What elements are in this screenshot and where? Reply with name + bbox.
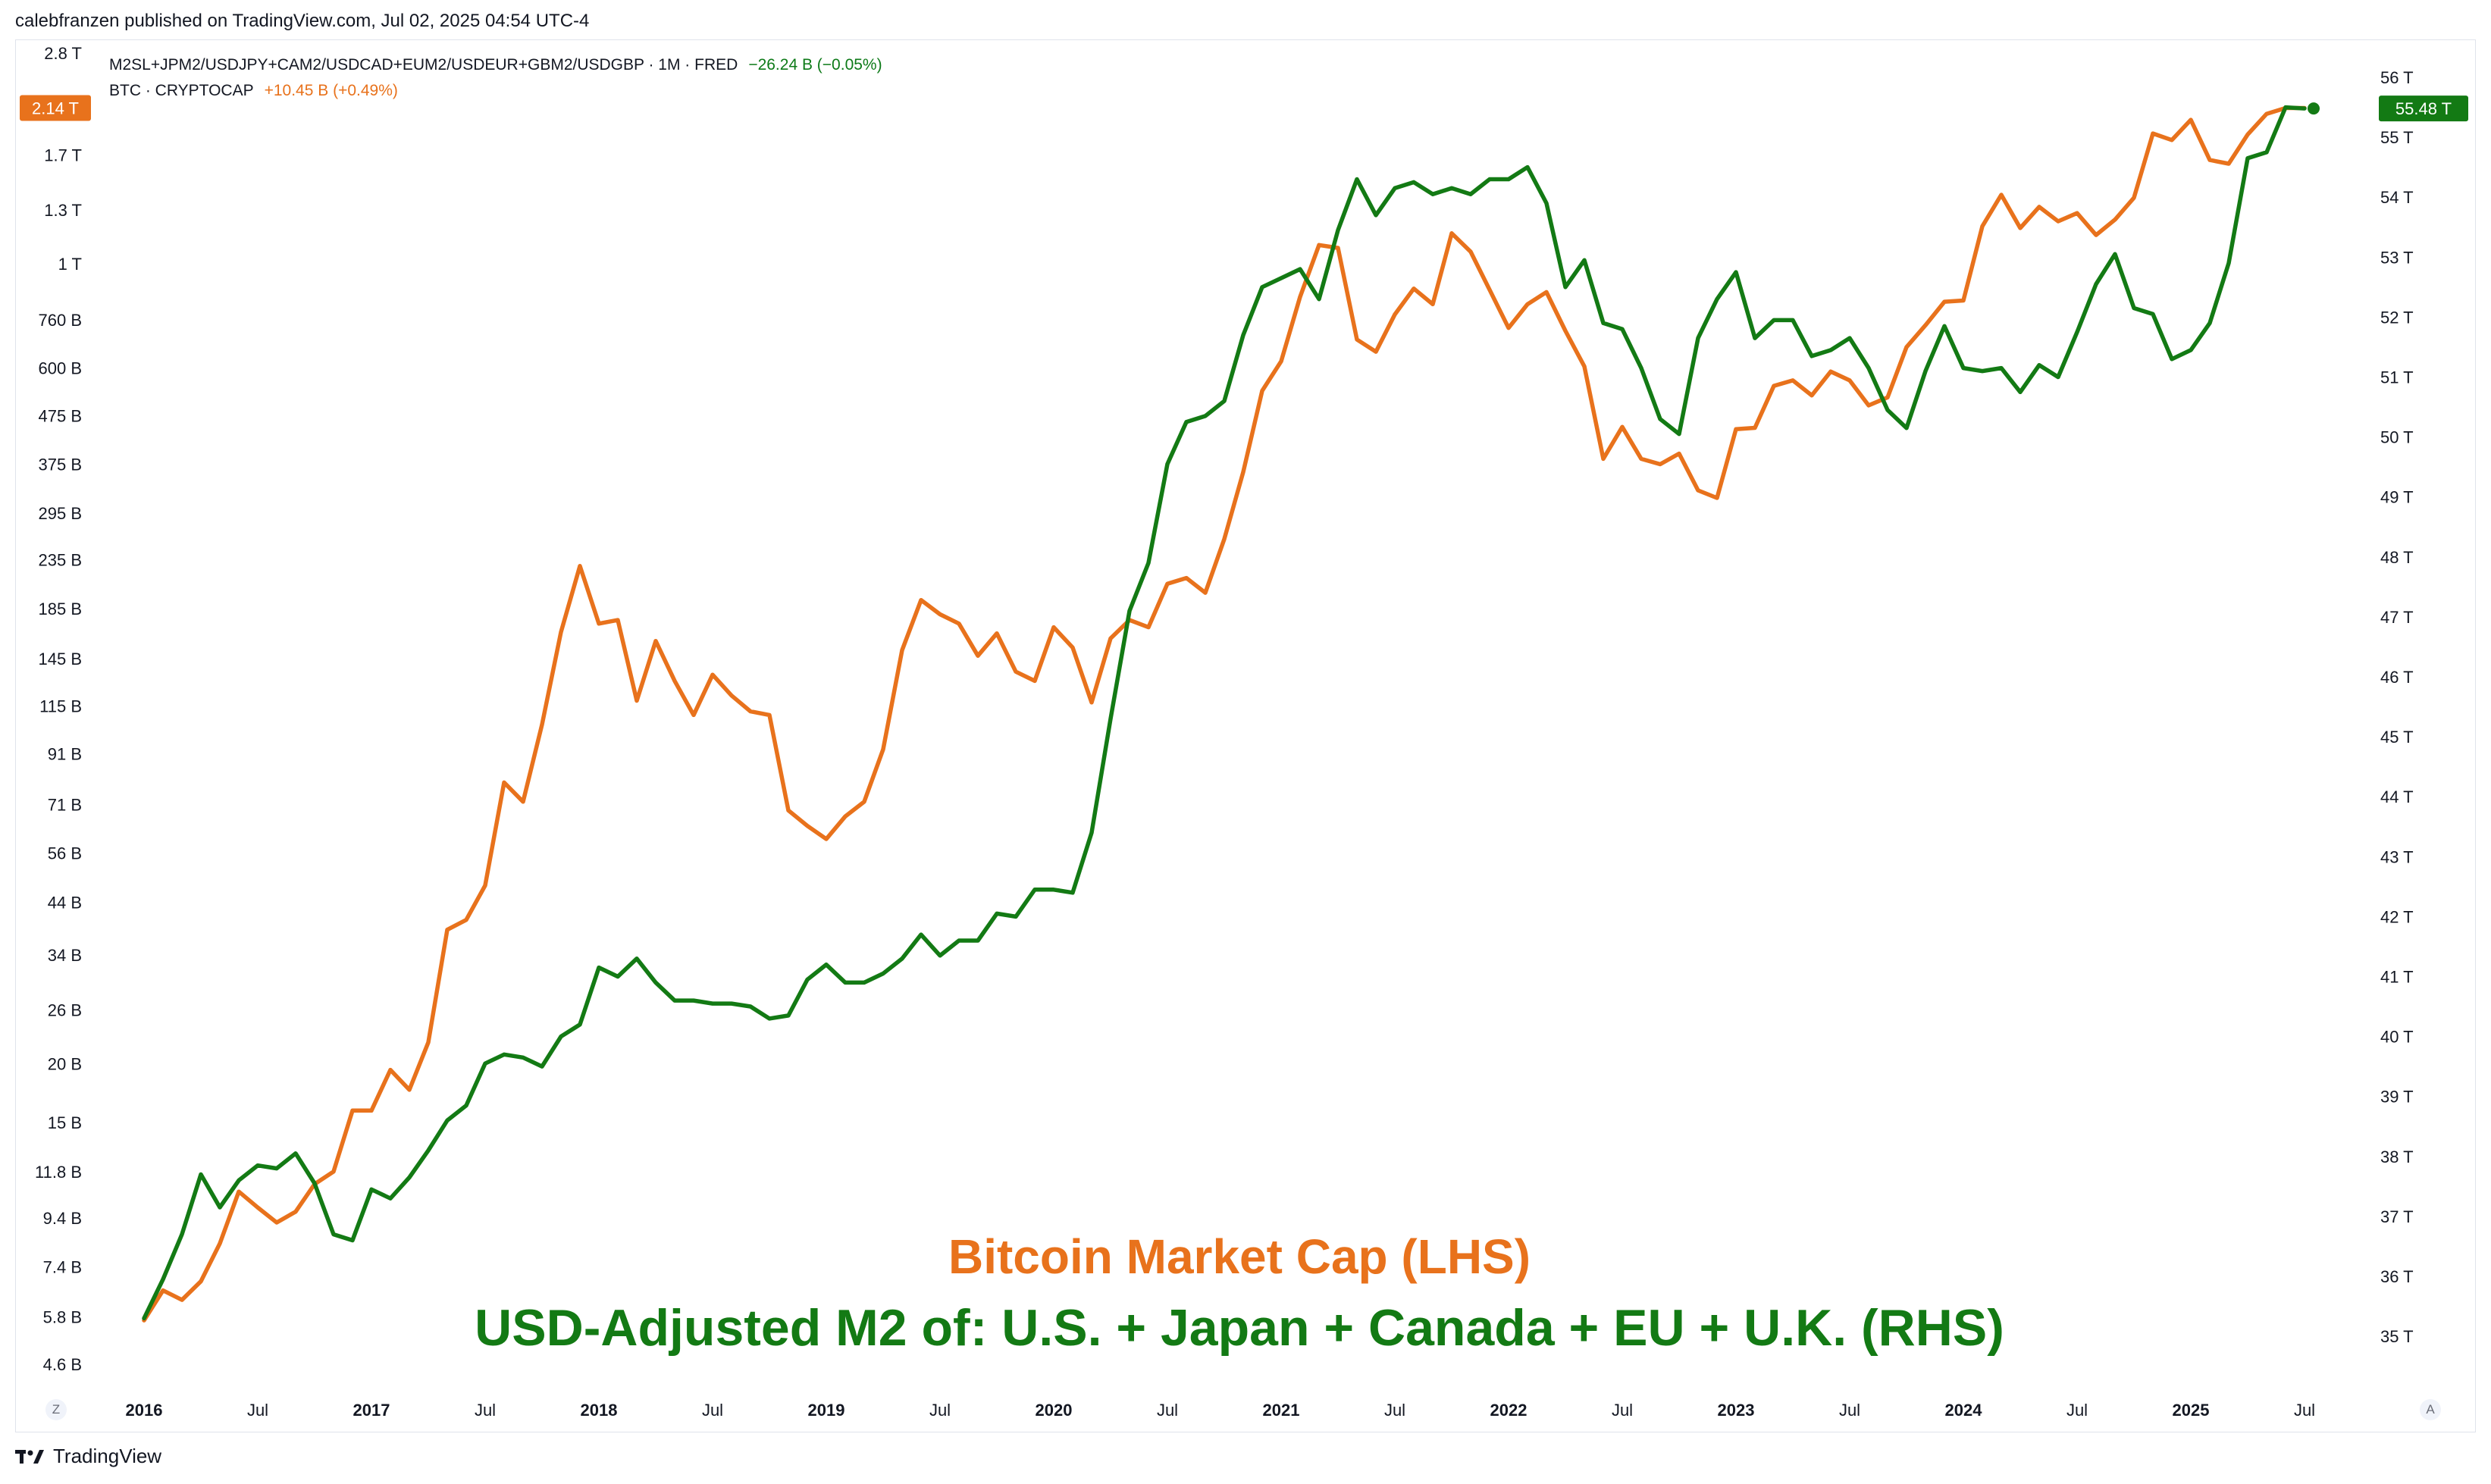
time-axis-label: Jul — [702, 1401, 723, 1420]
btc-last-value-badge — [20, 95, 91, 121]
legend-btc-symbol: BTC · CRYPTOCAP — [109, 82, 254, 99]
left-axis-tick-label: 11.8 B — [35, 1163, 82, 1182]
time-axis-label: 2019 — [808, 1401, 845, 1420]
left-axis-tick-label: 56 B — [48, 844, 82, 863]
time-axis-label: 2025 — [2173, 1401, 2210, 1420]
left-axis-tick-label: 2.8 T — [44, 44, 82, 63]
left-axis-tick-label: 235 B — [39, 551, 83, 570]
m2-line[interactable] — [142, 105, 2307, 1321]
right-axis-tick-label: 52 T — [2380, 308, 2414, 327]
btc-market-cap-line[interactable] — [142, 105, 2307, 1323]
time-axis-label: 2020 — [1036, 1401, 1073, 1420]
time-axis-label: 2016 — [126, 1401, 163, 1420]
publisher-line: calebfranzen published on TradingView.co… — [15, 11, 590, 31]
time-axis-label: Jul — [475, 1401, 496, 1420]
time-axis-label: 2021 — [1263, 1401, 1300, 1420]
right-axis-tick-label: 56 T — [2380, 68, 2414, 87]
right-axis-tick-label: 35 T — [2380, 1327, 2414, 1346]
right-axis-tick-label: 41 T — [2380, 968, 2414, 987]
time-axis-label: Jul — [1157, 1401, 1178, 1420]
left-axis-tick-label: 1.3 T — [44, 201, 82, 220]
annotation-btc-label: Bitcoin Market Cap (LHS) — [948, 1229, 1531, 1284]
left-axis-tick-label: 600 B — [39, 359, 83, 378]
time-axis-label: Jul — [247, 1401, 268, 1420]
right-axis-tick-label: 50 T — [2380, 428, 2414, 447]
right-axis-tick-label: 44 T — [2380, 787, 2414, 806]
left-axis-tick-label: 5.8 B — [43, 1307, 82, 1326]
time-axis-label: Jul — [1612, 1401, 1633, 1420]
left-axis-tick-label: 145 B — [39, 650, 83, 668]
left-axis-tick-label: 9.4 B — [43, 1209, 82, 1228]
right-axis-tick-label: 37 T — [2380, 1207, 2414, 1226]
left-axis-tick-label: 20 B — [48, 1054, 82, 1073]
time-axis-label: Jul — [929, 1401, 951, 1420]
btc-last-value-text: 2.14 T — [32, 99, 79, 118]
left-axis-tick-label: 295 B — [39, 504, 83, 523]
right-axis-tick-label: 42 T — [2380, 907, 2414, 926]
m2-last-value-text: 55.48 T — [2395, 99, 2452, 118]
right-axis-tick-label: 38 T — [2380, 1147, 2414, 1166]
time-axis-label: Jul — [2066, 1401, 2088, 1420]
time-axis-label: Jul — [1839, 1401, 1860, 1420]
left-axis-tick-label: 1 T — [58, 255, 82, 274]
time-axis-label: Jul — [2294, 1401, 2315, 1420]
m2-last-point-marker — [2308, 102, 2320, 115]
auto-scale-left-button[interactable]: Z — [45, 1399, 67, 1420]
right-axis-tick-label: 45 T — [2380, 728, 2414, 747]
left-axis-tick-label: 15 B — [48, 1113, 82, 1132]
left-axis-tick-label: 44 B — [48, 894, 82, 913]
left-axis-tick-label: 1.7 T — [44, 146, 82, 165]
auto-scale-right-button[interactable]: A — [2420, 1399, 2441, 1420]
legend-series-m2[interactable]: M2SL+JPM2/USDJPY+CAM2/USDCAD+EUM2/USDEUR… — [109, 56, 882, 74]
annotation-m2-label: USD-Adjusted M2 of: U.S. + Japan + Canad… — [475, 1299, 2004, 1357]
time-axis-label: 2018 — [581, 1401, 618, 1420]
right-axis-tick-label: 40 T — [2380, 1028, 2414, 1047]
left-axis-tick-label: 71 B — [48, 796, 82, 815]
left-axis-tick-label: 34 B — [48, 946, 82, 965]
time-axis-label: 2017 — [353, 1401, 390, 1420]
series-lines — [142, 102, 2320, 1323]
left-axis-tick-label: 91 B — [48, 745, 82, 764]
left-axis-tick-label: 115 B — [39, 697, 82, 715]
footer-brand[interactable]: TradingView — [15, 1445, 161, 1468]
right-axis-tick-label: 48 T — [2380, 548, 2414, 567]
right-axis-tick-label: 53 T — [2380, 248, 2414, 267]
time-axis-label: 2022 — [1490, 1401, 1528, 1420]
legend-m2-change: −26.24 B (−0.05%) — [748, 56, 882, 74]
left-price-axis[interactable]: 2.8 T 1.7 T 1.3 T 1 T 760 B 600 B 475 B 375 B 29… — [35, 44, 82, 1374]
left-axis-tick-label: 475 B — [39, 407, 83, 426]
right-axis-tick-label: 39 T — [2380, 1088, 2414, 1107]
chart-frame — [15, 39, 2476, 1432]
right-axis-tick-label: 49 T — [2380, 488, 2414, 507]
time-axis[interactable]: 2016 Jul 2017 Jul 2018 Jul 2019 Jul 2020 Jul 2021 J… — [126, 1401, 2316, 1420]
left-axis-tick-label: 760 B — [39, 311, 83, 330]
legend-btc-change: +10.45 B (+0.49%) — [264, 82, 398, 99]
right-axis-tick-label: 46 T — [2380, 668, 2414, 687]
tradingview-logo-icon — [15, 1449, 44, 1464]
right-axis-tick-label: 54 T — [2380, 188, 2414, 207]
right-axis-tick-label: 55 T — [2380, 128, 2414, 147]
right-axis-tick-label: 36 T — [2380, 1267, 2414, 1286]
right-axis-tick-label: 47 T — [2380, 608, 2414, 627]
time-axis-label: 2024 — [1945, 1401, 1983, 1420]
left-axis-tick-label: 7.4 B — [43, 1258, 82, 1277]
footer-brand-text: TradingView — [53, 1445, 162, 1467]
chart-annotations: Bitcoin Market Cap (LHS) USD-Adjusted M2 … — [475, 1229, 2004, 1357]
legend-m2-symbol: M2SL+JPM2/USDJPY+CAM2/USDCAD+EUM2/USDEUR… — [109, 56, 738, 74]
left-axis-tick-label: 185 B — [39, 600, 83, 618]
left-axis-tick-label: 375 B — [39, 455, 83, 474]
time-axis-label: Jul — [1384, 1401, 1405, 1420]
time-axis-label: 2023 — [1718, 1401, 1755, 1420]
right-axis-tick-label: 43 T — [2380, 847, 2414, 866]
legend-series-btc[interactable]: BTC · CRYPTOCAP +10.45 B (+0.49%) — [109, 82, 398, 100]
right-price-axis[interactable]: 56 T 55 T 54 T 53 T 52 T 51 T 50 T 49 T 48 T 47 T… — [2380, 68, 2414, 1346]
left-axis-tick-label: 4.6 B — [43, 1355, 82, 1374]
last-value-badges: 2.14 T 55.48 T — [20, 95, 2468, 122]
m2-last-value-badge — [2379, 95, 2468, 122]
right-axis-tick-label: 51 T — [2380, 368, 2414, 387]
left-axis-tick-label: 26 B — [48, 1001, 82, 1020]
